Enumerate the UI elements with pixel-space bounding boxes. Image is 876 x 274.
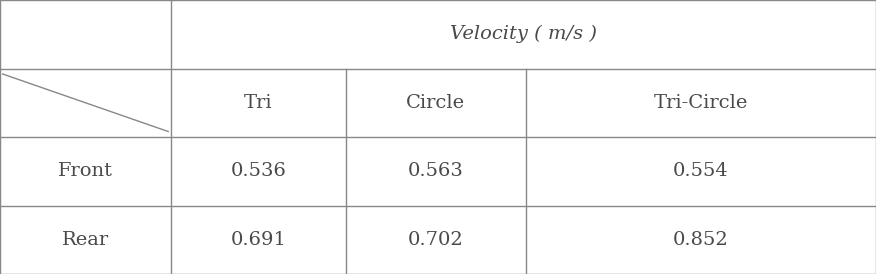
- Text: Velocity ( m/s ): Velocity ( m/s ): [450, 25, 597, 43]
- Text: 0.852: 0.852: [673, 231, 729, 249]
- Text: 0.536: 0.536: [230, 162, 286, 180]
- Text: 0.554: 0.554: [673, 162, 729, 180]
- Text: Circle: Circle: [406, 94, 465, 112]
- Text: Tri-Circle: Tri-Circle: [653, 94, 748, 112]
- Text: Tri: Tri: [244, 94, 272, 112]
- Text: 0.691: 0.691: [230, 231, 286, 249]
- Text: 0.563: 0.563: [408, 162, 463, 180]
- Text: Front: Front: [58, 162, 113, 180]
- Text: 0.702: 0.702: [408, 231, 463, 249]
- Text: Rear: Rear: [62, 231, 109, 249]
